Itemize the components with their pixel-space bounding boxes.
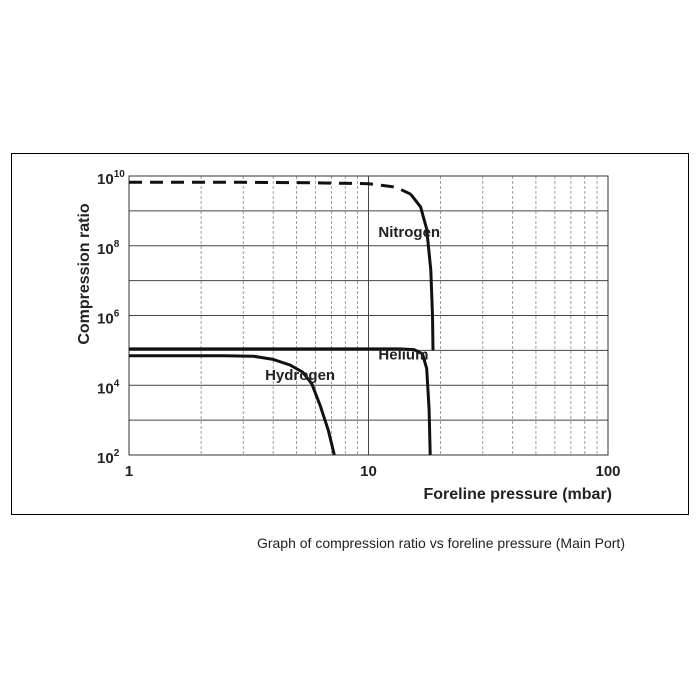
x-tick-label: 1 [125, 463, 133, 480]
y-tick-label: 1010 [97, 169, 125, 188]
plot-border [128, 175, 609, 456]
series-line-nitrogen [409, 193, 435, 351]
x-tick-label: 100 [595, 463, 620, 480]
y-axis-title: Compression ratio [76, 203, 93, 345]
series-line-helium [129, 347, 432, 456]
text-layer: Nitrogen Helium Hydrogen 1 10 100 102 104 106 108… [76, 169, 621, 503]
y-tick-label: 102 [97, 448, 120, 467]
chart-frame: Nitrogen Helium Hydrogen 1 10 100 102 104 106 108… [11, 153, 689, 515]
series-layer [129, 180, 435, 456]
x-axis-title: Foreline pressure (mbar) [424, 486, 613, 503]
series-label-helium: Helium [378, 346, 428, 363]
x-tick-label: 10 [360, 463, 377, 480]
grid [128, 175, 609, 456]
y-tick-label: 106 [97, 309, 120, 328]
y-tick-label: 104 [97, 378, 120, 397]
series-line-nitrogen-dashed [129, 180, 412, 196]
series-label-hydrogen: Hydrogen [265, 367, 335, 384]
series-line-hydrogen [129, 354, 336, 456]
series-label-nitrogen: Nitrogen [378, 224, 440, 241]
chart-caption: Graph of compression ratio vs foreline p… [256, 535, 625, 551]
y-tick-label: 108 [97, 239, 120, 258]
compression-chart: Nitrogen Helium Hydrogen 1 10 100 102 104 106 108… [76, 169, 621, 503]
